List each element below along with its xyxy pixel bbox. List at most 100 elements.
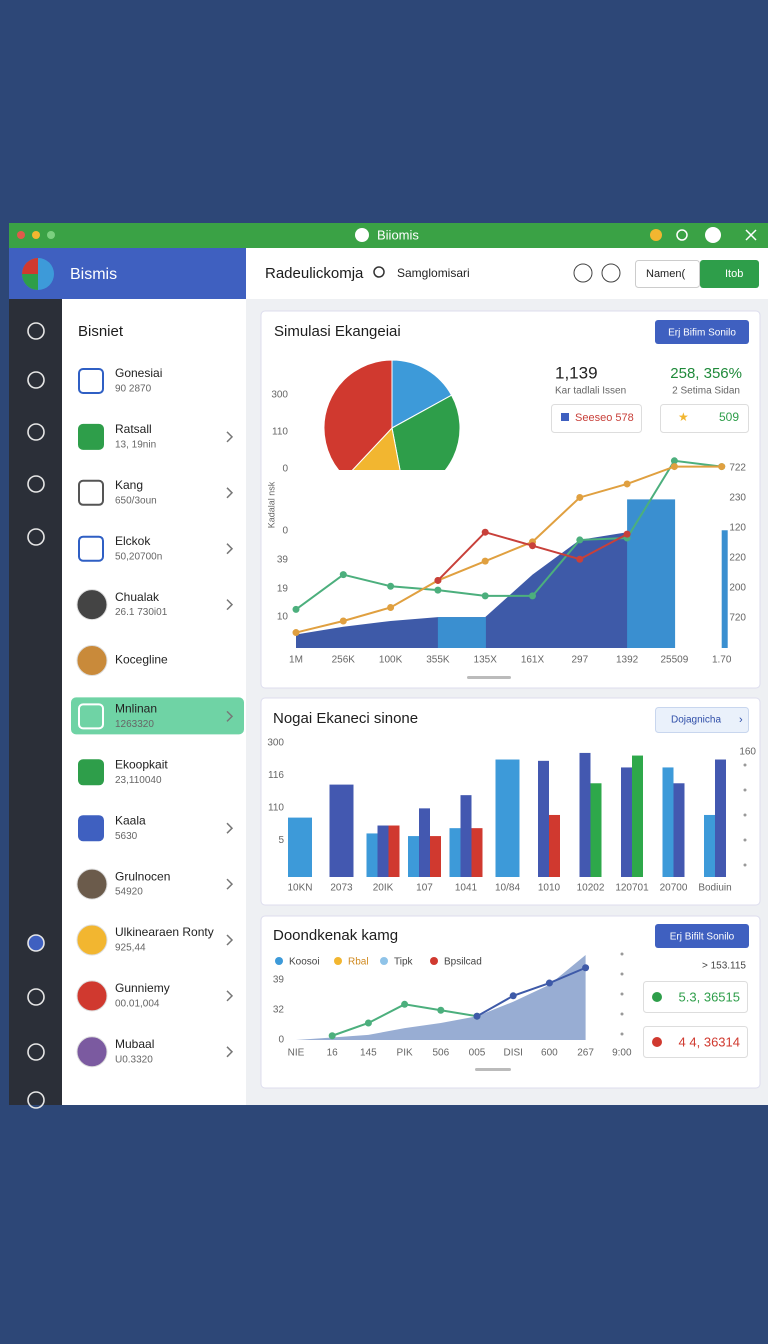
button-primary[interactable]: [700, 260, 759, 288]
stat-dot: [652, 992, 662, 1002]
card-button[interactable]: [655, 924, 749, 948]
item-name: Mnlinan: [115, 702, 157, 716]
rail-icon[interactable]: [27, 475, 45, 493]
chip-label: Seeseo 578: [575, 412, 634, 424]
avatar: [76, 1036, 108, 1068]
item-sub: 650/3oun: [115, 495, 157, 506]
item-name: Kaala: [115, 813, 146, 827]
chevron[interactable]: [226, 822, 234, 834]
x-tick-label: 506: [432, 1048, 449, 1059]
close-icon[interactable]: [745, 229, 757, 241]
axis-dot: [620, 992, 624, 996]
item-name: Chualak: [115, 590, 160, 604]
list-item-active[interactable]: [71, 697, 244, 735]
stat-value: 1,139: [555, 363, 598, 382]
chevron[interactable]: [226, 487, 234, 499]
legend-dot: [430, 957, 438, 965]
avatar[interactable]: [705, 227, 721, 243]
bar: [366, 833, 378, 877]
stat-chip: [643, 981, 748, 1013]
legend-dot: [334, 957, 342, 965]
axis-dot: [620, 1012, 624, 1016]
y2-tick-label: 220: [729, 553, 746, 564]
chip[interactable]: [551, 404, 642, 433]
item-icon: [78, 759, 104, 786]
card-button[interactable]: [655, 707, 749, 733]
chevron[interactable]: [226, 710, 234, 722]
rail-icon[interactable]: [27, 371, 45, 389]
line-point: [509, 992, 517, 1000]
bar: [437, 617, 486, 648]
search[interactable]: Samglomisari: [397, 266, 470, 280]
rail-icon[interactable]: [27, 988, 45, 1006]
item-sub: 00.01,004: [115, 999, 160, 1010]
item-name: Mubaal: [115, 1037, 154, 1051]
x-tick-label: 10KN: [287, 883, 312, 894]
line-point: [670, 463, 678, 471]
chevron[interactable]: [226, 934, 234, 946]
item-icon: [78, 479, 104, 506]
x-tick-label: 100K: [379, 655, 403, 666]
item-sub: 925,44: [115, 943, 146, 954]
item-sub: 26.1 730i01: [115, 607, 168, 618]
rail-icon[interactable]: [27, 1043, 45, 1061]
x-tick-label: 005: [469, 1048, 486, 1059]
y2-tick-label: 120: [729, 523, 746, 534]
button-secondary-label: Namen(: [646, 268, 685, 280]
x-tick-label: 20IK: [373, 883, 394, 894]
item-name: Ulkinearaen Ronty: [115, 925, 214, 939]
search-icon[interactable]: [373, 266, 385, 278]
icon-button[interactable]: [573, 263, 593, 283]
rail-icon[interactable]: [27, 934, 45, 952]
min-dot[interactable]: [32, 231, 40, 239]
x-tick-label: 1041: [455, 883, 478, 894]
y-tick-label: 110: [268, 803, 284, 814]
x-tick-label: 1392: [616, 655, 639, 666]
legend-dot: [275, 957, 283, 965]
search-icon[interactable]: [676, 229, 688, 241]
chevron[interactable]: [226, 431, 234, 443]
notif-icon[interactable]: [650, 229, 662, 241]
bar: [329, 784, 354, 877]
x-tick-label: 1010: [538, 883, 561, 894]
pie-slice: [391, 394, 461, 470]
y-tick-label: 19: [277, 584, 289, 595]
chip[interactable]: [660, 404, 749, 433]
card-button[interactable]: [655, 320, 749, 344]
chevron[interactable]: [226, 599, 234, 611]
icon-button[interactable]: [601, 263, 621, 283]
chevron[interactable]: [226, 1046, 234, 1058]
stat-dot: [652, 1037, 662, 1047]
button-secondary[interactable]: [635, 260, 700, 288]
line-point: [623, 530, 631, 538]
bar: [704, 814, 715, 877]
rail-icon[interactable]: [27, 528, 45, 546]
chevron[interactable]: [226, 543, 234, 555]
x-tick-label: Bodiuin: [698, 883, 731, 894]
x-tick-label: 267: [577, 1048, 594, 1059]
item-icon: [78, 703, 104, 730]
card-title: Simulasi Ekangeiai: [274, 323, 401, 340]
stat-value: 4 4, 36314: [679, 1034, 740, 1049]
rail-icon[interactable]: [27, 1091, 45, 1109]
rail-icon[interactable]: [27, 322, 45, 340]
legend-label: Tipk: [394, 957, 414, 968]
chevron[interactable]: [226, 990, 234, 1002]
line-point: [670, 457, 678, 465]
scroll-indicator: [467, 676, 511, 679]
close-dot[interactable]: [17, 231, 25, 239]
item-icon: [78, 368, 104, 394]
max-dot[interactable]: [47, 231, 55, 239]
item-name: Gunniemy: [115, 981, 170, 995]
area: [296, 499, 675, 648]
bar: [495, 759, 520, 877]
x-tick-label: DISI: [503, 1048, 522, 1059]
line-point: [339, 617, 347, 625]
bar: [430, 836, 441, 877]
chevron[interactable]: [226, 878, 234, 890]
item-name: Kang: [115, 478, 143, 492]
y2-tick-label: 230: [729, 493, 746, 504]
bar: [627, 499, 676, 648]
legend-label: Bpsilcad: [444, 957, 482, 968]
rail-icon[interactable]: [27, 423, 45, 441]
